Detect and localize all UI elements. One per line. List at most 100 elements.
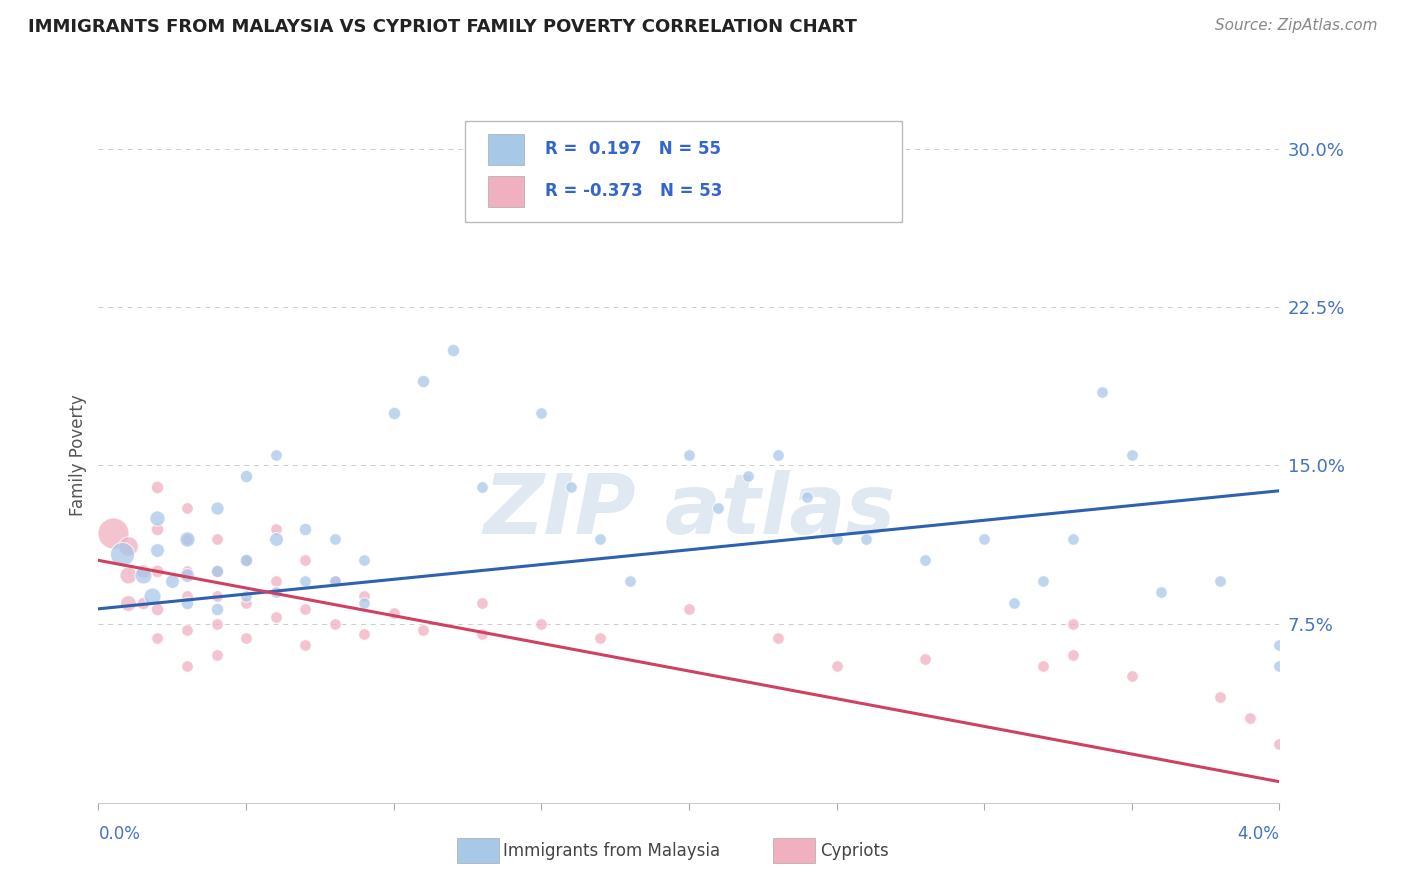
Point [205,616,228,631]
Point [111,547,134,561]
Point [176,533,198,547]
Point [353,553,375,567]
Point [973,533,995,547]
Point [766,448,789,462]
Point [323,533,346,547]
Point [1032,574,1054,589]
Point [1062,616,1084,631]
Point [825,658,848,673]
Point [141,589,163,603]
Point [678,602,700,616]
Point [825,533,848,547]
Point [117,595,139,609]
Point [162,574,183,589]
Point [619,574,641,589]
Point [1062,648,1084,663]
Point [294,522,316,536]
Point [176,589,198,603]
Point [1150,585,1173,599]
Point [264,522,287,536]
Point [914,553,936,567]
Point [530,616,553,631]
Point [471,595,494,609]
Point [146,522,169,536]
Point [264,610,287,624]
Point [855,533,877,547]
Point [117,539,139,553]
Point [353,589,375,603]
Point [1209,690,1232,705]
Point [323,574,346,589]
Point [1239,711,1261,725]
Point [235,553,257,567]
Point [294,638,316,652]
Point [235,469,257,483]
Text: Immigrants from Malaysia: Immigrants from Malaysia [503,842,720,860]
Point [441,343,464,357]
Point [1032,658,1054,673]
Point [103,525,125,540]
Text: 0.0%: 0.0% [98,825,141,843]
FancyBboxPatch shape [464,121,901,222]
Point [648,205,671,219]
Point [1268,658,1291,673]
Point [264,533,287,547]
Point [737,469,759,483]
Point [382,606,405,620]
Point [323,616,346,631]
Point [412,623,434,637]
Point [205,533,228,547]
FancyBboxPatch shape [488,134,523,165]
Point [235,553,257,567]
Point [382,406,405,420]
Point [323,574,346,589]
Point [294,553,316,567]
Point [176,658,198,673]
Point [176,568,198,582]
Point [176,595,198,609]
Point [176,533,198,547]
Y-axis label: Family Poverty: Family Poverty [69,394,87,516]
Point [146,542,169,557]
Point [176,564,198,578]
Point [205,564,228,578]
Text: Source: ZipAtlas.com: Source: ZipAtlas.com [1215,18,1378,33]
Point [294,574,316,589]
Text: R =  0.197   N = 55: R = 0.197 N = 55 [546,140,721,158]
Point [146,632,169,646]
Point [471,627,494,641]
Point [678,448,700,462]
Point [146,564,169,578]
Point [530,406,553,420]
Text: R = -0.373   N = 53: R = -0.373 N = 53 [546,183,723,201]
Text: IMMIGRANTS FROM MALAYSIA VS CYPRIOT FAMILY POVERTY CORRELATION CHART: IMMIGRANTS FROM MALAYSIA VS CYPRIOT FAMI… [28,18,858,36]
Text: 4.0%: 4.0% [1237,825,1279,843]
Point [353,627,375,641]
Point [1121,669,1143,683]
Point [176,623,198,637]
Point [914,652,936,666]
Point [353,595,375,609]
Point [412,374,434,388]
Point [235,632,257,646]
Point [235,595,257,609]
Point [264,448,287,462]
Point [132,595,155,609]
Point [766,632,789,646]
Text: ZIP atlas: ZIP atlas [482,470,896,551]
Point [205,564,228,578]
Point [589,533,612,547]
Point [1209,574,1232,589]
Point [589,632,612,646]
Point [1268,737,1291,751]
Point [205,500,228,515]
Point [132,564,155,578]
Point [294,602,316,616]
Point [1268,638,1291,652]
Point [264,585,287,599]
Point [264,574,287,589]
Point [560,479,582,493]
Point [1091,384,1114,399]
Text: Cypriots: Cypriots [820,842,889,860]
Point [146,479,169,493]
